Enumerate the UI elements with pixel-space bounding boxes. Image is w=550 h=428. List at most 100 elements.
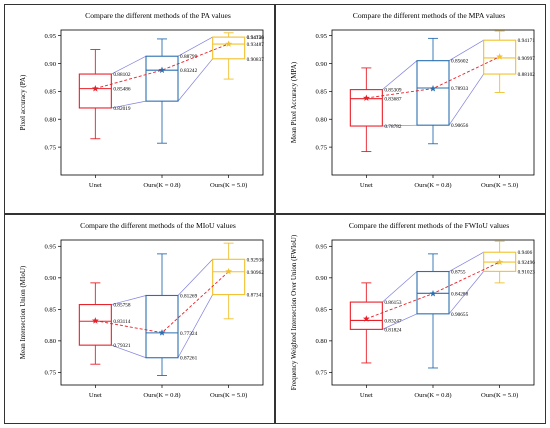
connector-line-lower bbox=[448, 271, 484, 315]
data-label: 0.83687 bbox=[384, 97, 402, 103]
box-body bbox=[349, 301, 383, 330]
box-body bbox=[145, 55, 179, 102]
y-tick-label: 0.90 bbox=[44, 275, 56, 282]
connector-line-upper bbox=[448, 251, 484, 272]
mean-star-marker bbox=[225, 267, 233, 275]
box-body bbox=[78, 304, 112, 346]
data-label: 0.84288 bbox=[451, 291, 469, 297]
chart-panel-mpa: Compare the different methods of the MPA… bbox=[275, 4, 546, 214]
connector-line-upper bbox=[111, 295, 147, 305]
box-1: 0.8755 0.84288 0.90655 bbox=[416, 253, 469, 369]
y-axis-label: Mean Intersection Union (MIoU) bbox=[19, 265, 27, 359]
chart-title: Compare the different methods of the FWI… bbox=[349, 221, 509, 230]
mean-star-marker bbox=[429, 289, 437, 297]
data-label: 0.92938 bbox=[247, 257, 265, 263]
y-tick-label: 0.80 bbox=[44, 338, 56, 345]
y-tick-label: 0.80 bbox=[315, 338, 327, 345]
y-tick-label: 0.75 bbox=[315, 144, 327, 151]
box-0: 0.85309 0.83687 0.78782 bbox=[349, 67, 402, 153]
box-1: 0.85602 0.78933 0.90656 bbox=[416, 37, 469, 145]
y-tick-label: 0.90 bbox=[44, 61, 56, 68]
mean-star-marker bbox=[158, 66, 166, 74]
box-body bbox=[78, 73, 112, 109]
box-2: 0.9406 0.92496 0.91023 bbox=[483, 240, 536, 284]
data-label: 0.85602 bbox=[451, 59, 469, 65]
connector-line-lower bbox=[382, 313, 418, 330]
x-tick-label: Unet bbox=[360, 182, 373, 189]
data-label: 0.79321 bbox=[113, 343, 131, 349]
data-label: 0.92496 bbox=[518, 260, 536, 266]
connector-line-upper bbox=[448, 39, 484, 61]
box-body bbox=[349, 89, 383, 127]
connector-line-upper bbox=[111, 55, 147, 75]
data-label: 0.8755 bbox=[451, 270, 466, 276]
data-label: 0.78933 bbox=[451, 86, 469, 92]
data-label: 0.88102 bbox=[113, 72, 131, 78]
y-axis-label: Frequency Weighted Intersection Over Uni… bbox=[290, 234, 298, 390]
data-label: 0.91023 bbox=[518, 269, 536, 275]
chart-title: Compare the different methods of the MIo… bbox=[80, 221, 236, 230]
x-tick-label: Ours(K = 0.8) bbox=[143, 392, 180, 399]
chart-panel-fwiou: Compare the different methods of the FWI… bbox=[275, 214, 546, 424]
x-tick-label: Ours(K = 5.0) bbox=[210, 182, 247, 189]
connector-line-upper bbox=[177, 36, 213, 57]
mean-star-marker bbox=[225, 40, 233, 47]
chart-title: Compare the different methods of the PA … bbox=[85, 11, 231, 20]
mean-star-marker bbox=[91, 84, 99, 92]
y-tick-label: 0.95 bbox=[315, 244, 327, 251]
box-1: 0.88799 0.83242 bbox=[145, 38, 198, 144]
data-label: 0.78782 bbox=[384, 124, 402, 130]
y-tick-label: 0.80 bbox=[44, 117, 56, 124]
data-label: 0.90837 bbox=[247, 57, 265, 63]
box-0: 0.86153 0.83247 0.81824 bbox=[349, 282, 402, 364]
data-label: 0.81269 bbox=[180, 293, 198, 299]
y-tick-label: 0.90 bbox=[315, 275, 327, 282]
y-tick-label: 0.85 bbox=[44, 307, 56, 314]
data-label: 0.87341 bbox=[247, 293, 265, 299]
y-tick-label: 0.90 bbox=[315, 61, 327, 68]
box-body bbox=[212, 258, 246, 296]
y-tick-label: 0.75 bbox=[315, 370, 327, 377]
data-label: 0.9406 bbox=[518, 250, 533, 256]
connector-line-lower bbox=[177, 294, 213, 358]
data-label: 0.90656 bbox=[451, 123, 469, 129]
data-label: 0.82019 bbox=[113, 106, 131, 112]
mean-star-marker bbox=[496, 53, 504, 60]
chart-svg: Compare the different methods of the FWI… bbox=[290, 221, 536, 399]
chart-panel-miou: Compare the different methods of the MIo… bbox=[4, 214, 275, 424]
connector-line-lower bbox=[111, 344, 147, 359]
data-label: 0.93487 bbox=[247, 42, 265, 48]
chart-svg: Compare the different methods of the PA … bbox=[19, 11, 265, 189]
chart-svg: Compare the different methods of the MPA… bbox=[290, 11, 536, 189]
box-0: 0.85758 0.83114 0.79321 bbox=[78, 282, 131, 365]
y-axis-label: Pixel accuracy (PA) bbox=[19, 74, 27, 130]
box-body bbox=[212, 36, 246, 60]
y-tick-label: 0.75 bbox=[44, 144, 56, 151]
data-label: 0.94171 bbox=[518, 38, 536, 44]
data-label: 0.85309 bbox=[384, 88, 402, 94]
data-label: 0.83114 bbox=[113, 319, 130, 325]
data-label: 0.83247 bbox=[384, 318, 402, 324]
data-label: 0.94728 bbox=[247, 35, 265, 41]
box-body bbox=[145, 294, 179, 359]
y-tick-label: 0.85 bbox=[315, 89, 327, 96]
chart-svg: Compare the different methods of the MIo… bbox=[19, 221, 265, 399]
box-1: 0.81269 0.77324 0.87261 bbox=[145, 253, 198, 376]
mean-star-marker bbox=[362, 315, 370, 322]
chart-title: Compare the different methods of the MPA… bbox=[353, 11, 506, 20]
data-label: 0.94156 bbox=[247, 35, 265, 41]
y-tick-label: 0.75 bbox=[44, 370, 56, 377]
chart-panel-pa: Compare the different methods of the PA … bbox=[4, 4, 275, 214]
box-2: 0.94171 0.90997 0.88102 bbox=[483, 30, 536, 93]
x-tick-label: Ours(K = 0.8) bbox=[143, 182, 180, 189]
mean-star-marker bbox=[158, 329, 166, 336]
x-tick-label: Ours(K = 5.0) bbox=[481, 392, 518, 399]
connector-line-lower bbox=[382, 124, 418, 127]
data-label: 0.86153 bbox=[384, 300, 402, 306]
data-label: 0.85486 bbox=[113, 87, 131, 93]
connector-line-upper bbox=[177, 259, 213, 296]
mean-star-marker bbox=[496, 258, 504, 265]
box-0: 0.88102 0.85486 0.82019 bbox=[78, 49, 131, 140]
x-tick-label: Ours(K = 0.8) bbox=[414, 182, 451, 189]
